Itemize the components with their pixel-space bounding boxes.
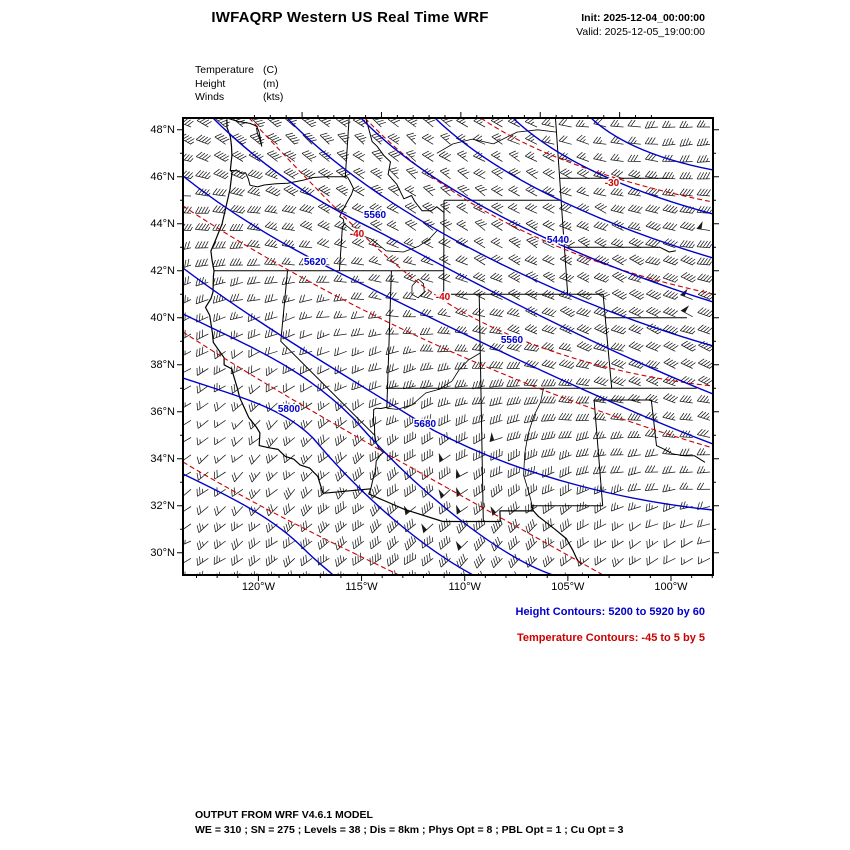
lat-tick-label: 48°N (150, 123, 175, 136)
init-time-label: Init: 2025-12-04_00:00:00 (581, 12, 705, 24)
height-contour-label: 5440 (547, 235, 570, 246)
legend-height-unit: (m) (263, 77, 279, 90)
lon-tick-label: 115°W (345, 581, 378, 593)
plot-title: IWFAQRP Western US Real Time WRF (211, 9, 489, 26)
height-contour-label: 5620 (304, 257, 327, 268)
latitude-axis: 48°N 46°N 44°N 42°N 40°N 38°N 36°N 34°N 32°N 30°N (128, 118, 175, 575)
legend-winds-unit: (kts) (263, 91, 284, 103)
lon-tick-label: 120°W (241, 581, 275, 593)
contour-labels-layer: 5560 5440 5620 5560 5800 5680 -30 -40 -40 (276, 177, 621, 432)
lat-tick-label: 44°N (150, 217, 175, 230)
map-canvas: 5560 5440 5620 5560 5800 5680 -30 -40 -40 (177, 112, 719, 581)
legend-height-name: Height (195, 77, 226, 90)
temperature-contour-note: Temperature Contours: -45 to 5 by 5 (516, 632, 705, 644)
map-content: 5560 5440 5620 5560 5800 5680 -30 -40 -40 (183, 118, 713, 575)
lon-tick-label: 110°W (448, 581, 481, 593)
temperature-contour-label: -40 (350, 229, 365, 240)
legend-temperature-unit: (C) (263, 64, 278, 76)
height-contours-layer (183, 118, 713, 575)
model-info-line1: OUTPUT FROM WRF V4.6.1 MODEL (195, 809, 373, 821)
map-plot-area: 5560 5440 5620 5560 5800 5680 -30 -40 -40 (177, 112, 719, 581)
legend-row-temperature: Temperature (C) (195, 64, 283, 78)
model-info: OUTPUT FROM WRF V4.6.1 MODEL WE = 310 ; … (195, 808, 623, 838)
legend-row-winds: Winds (kts) (195, 91, 283, 105)
lat-tick-label: 38°N (150, 358, 175, 371)
lat-tick-label: 30°N (150, 546, 175, 559)
lat-tick-label: 34°N (150, 452, 175, 465)
lon-tick-label: 100°W (654, 581, 688, 593)
lat-tick-label: 46°N (150, 170, 175, 183)
valid-time-label: Valid: 2025-12-05_19:00:00 (576, 26, 705, 38)
map-frame (182, 117, 714, 576)
legend-temperature-name: Temperature (195, 64, 254, 76)
height-contour-label: 5560 (501, 335, 524, 346)
lat-tick-label: 42°N (150, 264, 175, 277)
temperature-contour-label: -40 (436, 292, 451, 303)
lon-tick-label: 105°W (551, 581, 585, 593)
legend-row-height: Height (m) (195, 78, 283, 92)
variable-legend: Temperature (C) Height (m) Winds (kts) (195, 64, 283, 105)
height-contour-label: 5680 (414, 419, 437, 430)
model-info-line2: WE = 310 ; SN = 275 ; Levels = 38 ; Dis … (195, 824, 624, 836)
height-contour-label: 5800 (278, 404, 301, 415)
temperature-contour-label: -30 (605, 178, 620, 189)
longitude-axis: 120°W 115°W 110°W 105°W 100°W (183, 581, 713, 597)
legend-winds-name: Winds (195, 91, 225, 103)
run-times: Init: 2025-12-04_00:00:00 Valid: 2025-12… (576, 11, 705, 39)
lat-tick-label: 36°N (150, 405, 175, 418)
height-contour-note: Height Contours: 5200 to 5920 by 60 (515, 606, 706, 618)
lat-tick-label: 40°N (150, 311, 175, 324)
state-borders-layer (204, 118, 706, 565)
height-contour-label: 5560 (364, 210, 387, 221)
lat-tick-label: 32°N (150, 499, 175, 512)
